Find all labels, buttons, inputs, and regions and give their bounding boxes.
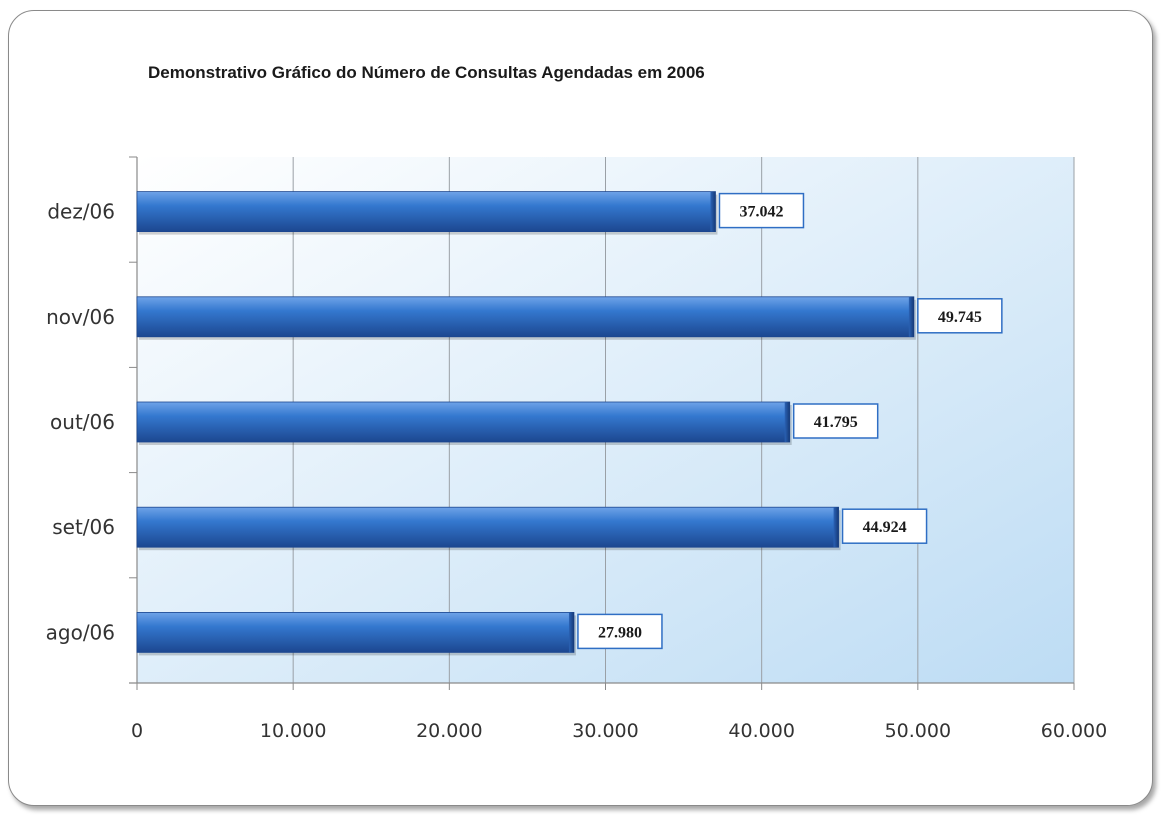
category-label: set/06 (52, 515, 115, 539)
bar (136, 296, 915, 338)
data-label-box (718, 192, 805, 229)
data-label-box (792, 403, 879, 439)
bar (136, 191, 716, 233)
data-label-box (917, 298, 1003, 334)
bars (136, 191, 916, 656)
data-label: 49.745 (938, 309, 982, 326)
bar-end-cap (784, 402, 790, 442)
x-tick-label: 0 (131, 720, 143, 742)
chart-title: Demonstrativo Gráfico do Número de Consu… (148, 63, 705, 82)
bar-end-cap (833, 507, 839, 548)
data-label: 37.042 (739, 204, 783, 221)
x-tick-label: 60.000 (1041, 720, 1107, 742)
data-label: 44.924 (863, 519, 907, 536)
data-label: 41.795 (814, 414, 858, 431)
category-label: out/06 (50, 410, 115, 434)
x-tick-label: 40.000 (728, 720, 794, 742)
bar (136, 506, 839, 548)
category-label: dez/06 (47, 200, 115, 224)
bar-end-cap (568, 612, 574, 653)
labels: 0 10.000 20.000 30.000 40.000 50.000 60.000 dez… (46, 192, 1107, 742)
data-label-box (841, 508, 928, 544)
x-tick-label: 20.000 (416, 720, 482, 742)
bar (136, 612, 575, 653)
x-tick-label: 50.000 (885, 720, 951, 742)
x-tick-label: 30.000 (572, 720, 638, 742)
category-label: nov/06 (46, 305, 115, 329)
data-label: 27.980 (598, 624, 642, 641)
bar-end-cap (908, 296, 914, 337)
x-tick-label: 10.000 (260, 720, 326, 742)
bar-end-cap (710, 191, 716, 232)
category-label: ago/06 (46, 620, 115, 644)
data-label-box (577, 613, 663, 650)
bar (136, 401, 791, 443)
